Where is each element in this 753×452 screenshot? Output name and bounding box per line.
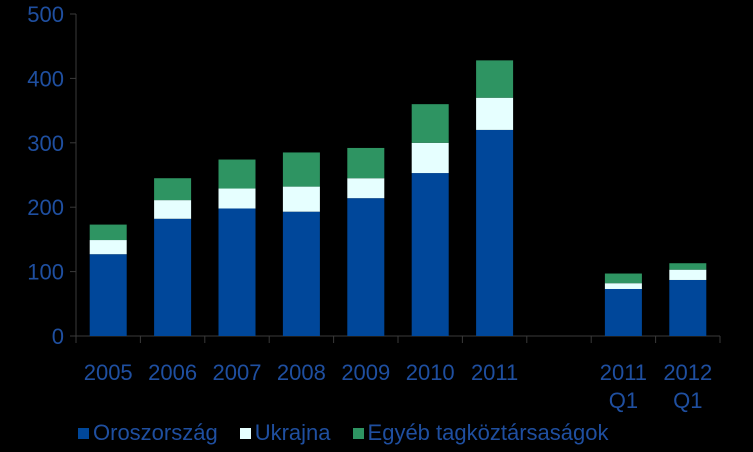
bar-segment-ukrajna: [411, 142, 449, 174]
x-tick-label: 2007: [213, 360, 262, 385]
bar-segment-egyeb: [669, 263, 707, 270]
bar-segment-ukrajna: [89, 240, 127, 255]
bar-segment-ukrajna: [154, 200, 192, 219]
legend-label: Oroszország: [93, 420, 218, 445]
bar-segment-oroszorszag: [282, 211, 320, 336]
x-tick-label: 2012: [663, 360, 712, 385]
x-tick-label: 2009: [341, 360, 390, 385]
bar-segment-oroszorszag: [347, 198, 385, 336]
bar-segment-ukrajna: [347, 178, 385, 199]
bar-segment-oroszorszag: [476, 129, 514, 336]
bar-segment-egyeb: [282, 152, 320, 187]
x-tick-label: 2011: [471, 360, 518, 385]
x-tick-label: 2005: [84, 360, 133, 385]
y-tick-label: 500: [27, 2, 64, 27]
bar-segment-egyeb: [154, 178, 192, 201]
legend-label: Ukrajna: [254, 420, 331, 445]
x-tick-label: 2010: [406, 360, 455, 385]
bar-segment-ukrajna: [282, 186, 320, 212]
y-tick-label: 200: [27, 195, 64, 220]
y-tick-label: 0: [52, 324, 64, 349]
legend-item-oroszorszag: Oroszország: [78, 420, 218, 446]
bar-segment-oroszorszag: [411, 173, 449, 336]
chart-legend: Oroszország Ukrajna Egyéb tagköztársaságok: [78, 420, 608, 446]
legend-swatch: [239, 427, 251, 439]
bar-segment-egyeb: [411, 104, 449, 143]
legend-swatch: [352, 427, 364, 439]
bar-segment-egyeb: [476, 60, 514, 98]
bar-segment-egyeb: [218, 159, 256, 189]
y-tick-label: 400: [27, 66, 64, 91]
bar-segment-ukrajna: [604, 283, 642, 289]
bar-segment-egyeb: [347, 147, 385, 179]
x-tick-label: 2006: [148, 360, 197, 385]
bar-segment-ukrajna: [669, 269, 707, 280]
x-tick-label: Q1: [609, 388, 638, 413]
bar-segment-oroszorszag: [89, 254, 127, 336]
bar-segment-oroszorszag: [154, 218, 192, 336]
legend-item-ukrajna: Ukrajna: [239, 420, 331, 446]
y-tick-label: 300: [27, 131, 64, 156]
bar-segment-ukrajna: [476, 97, 514, 130]
legend-swatch: [78, 427, 89, 439]
legend-label: Egyéb tagköztársaságok: [367, 420, 609, 445]
bar-segment-egyeb: [89, 224, 127, 241]
legend-item-egyeb: Egyéb tagköztársaságok: [352, 420, 609, 446]
bar-segment-ukrajna: [218, 188, 256, 209]
x-tick-label: 2011: [600, 360, 647, 385]
x-tick-label: Q1: [673, 388, 702, 413]
bar-segment-egyeb: [604, 273, 642, 284]
y-tick-label: 100: [27, 260, 64, 285]
bar-segment-oroszorszag: [604, 288, 642, 336]
x-tick-label: 2008: [277, 360, 326, 385]
bar-segment-oroszorszag: [218, 208, 256, 336]
bar-segment-oroszorszag: [669, 279, 707, 336]
